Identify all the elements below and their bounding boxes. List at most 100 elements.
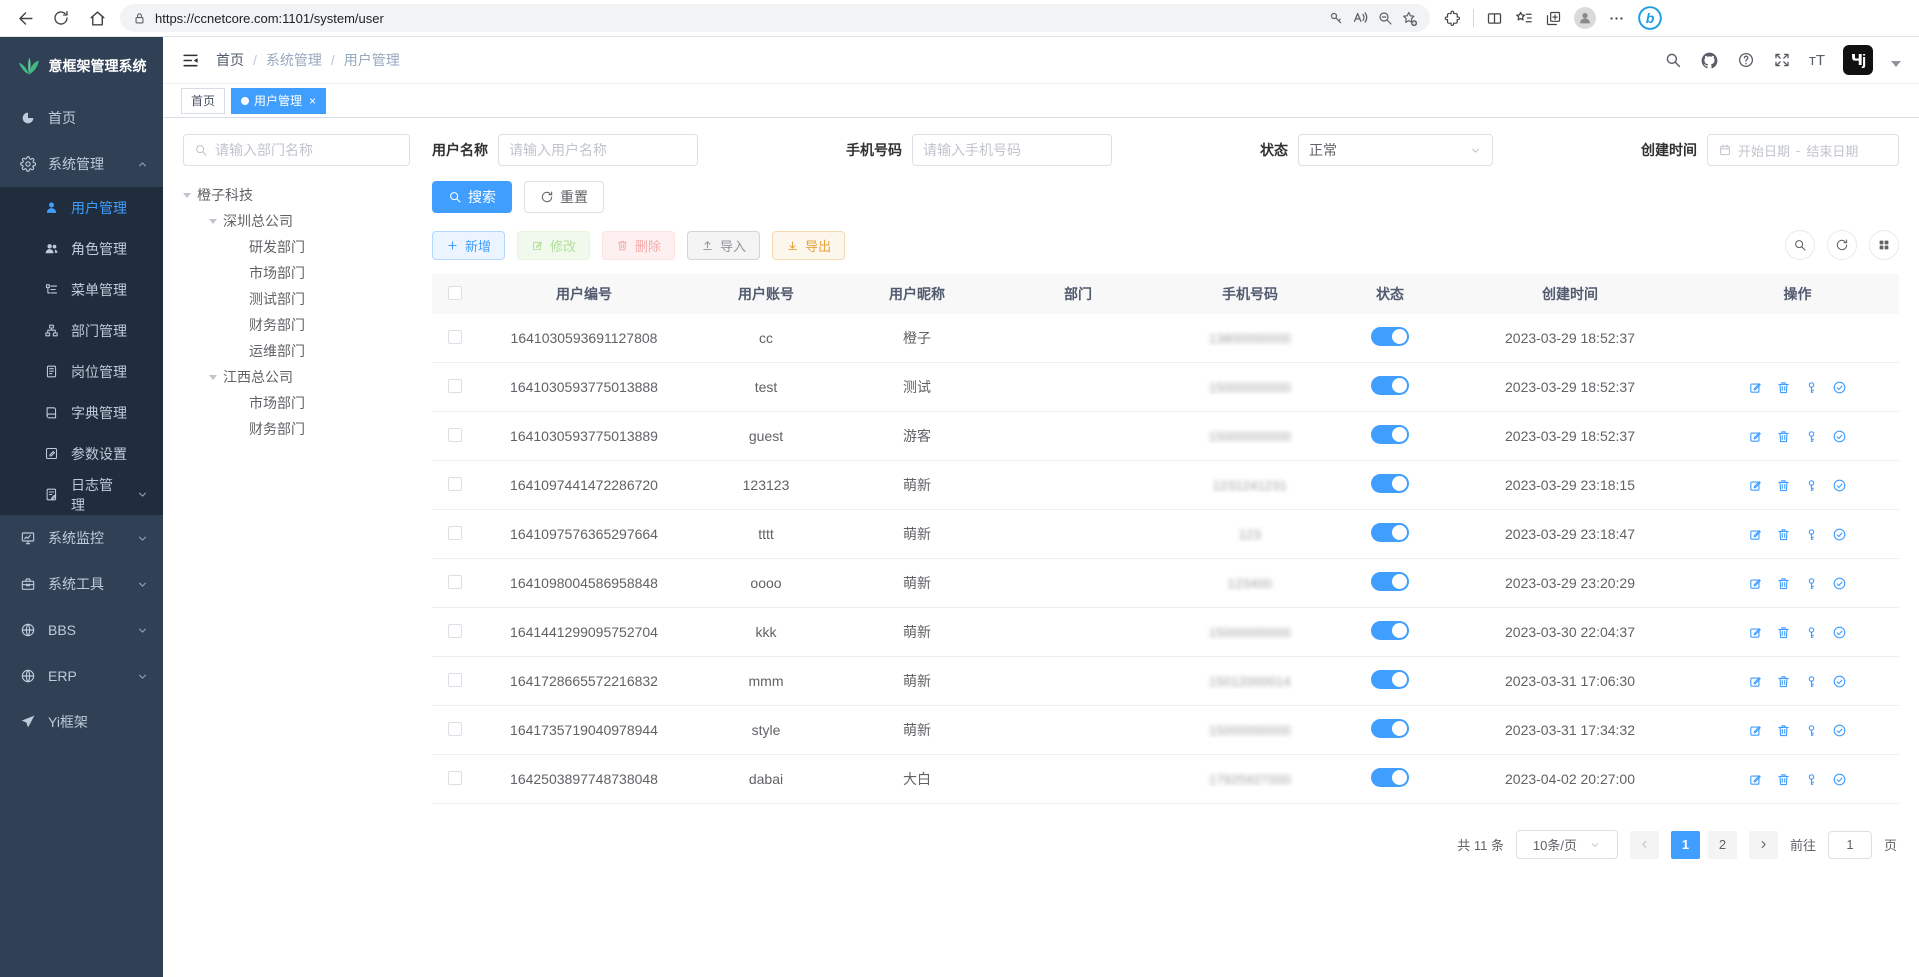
reset-button[interactable]: 重置 — [524, 181, 604, 213]
row-checkbox[interactable] — [448, 623, 462, 638]
status-select[interactable]: 正常 — [1298, 134, 1493, 166]
browser-home-button[interactable] — [84, 5, 110, 31]
status-toggle[interactable] — [1371, 327, 1409, 346]
tab-user-management[interactable]: 用户管理 × — [231, 87, 327, 114]
sidebar-item-菜单管理[interactable]: 菜单管理 — [0, 269, 163, 310]
user-menu-caret-icon[interactable] — [1891, 61, 1901, 67]
split-screen-icon[interactable] — [1486, 10, 1503, 27]
department-search-input[interactable]: 请输入部门名称 — [183, 134, 410, 166]
row-assign-role-icon[interactable] — [1832, 380, 1847, 395]
row-edit-icon[interactable] — [1748, 380, 1763, 395]
sidebar-item-用户管理[interactable]: 用户管理 — [0, 187, 163, 228]
github-icon[interactable] — [1700, 51, 1719, 70]
row-reset-password-icon[interactable] — [1804, 674, 1819, 689]
status-toggle[interactable] — [1371, 523, 1409, 542]
sidebar-item-字典管理[interactable]: 字典管理 — [0, 392, 163, 433]
row-reset-password-icon[interactable] — [1804, 625, 1819, 640]
browser-profile-avatar[interactable] — [1574, 7, 1596, 29]
sidebar-item-参数设置[interactable]: 参数设置 — [0, 433, 163, 474]
status-toggle[interactable] — [1371, 572, 1409, 591]
password-key-icon[interactable] — [1328, 10, 1344, 26]
sidebar-item-部门管理[interactable]: 部门管理 — [0, 310, 163, 351]
row-reset-password-icon[interactable] — [1804, 576, 1819, 591]
add-button[interactable]: 新增 — [432, 230, 506, 260]
close-tab-icon[interactable]: × — [309, 93, 317, 108]
row-delete-icon[interactable] — [1776, 723, 1791, 738]
prev-page-button[interactable] — [1629, 830, 1659, 859]
sidebar-item-系统工具[interactable]: 系统工具 — [0, 561, 163, 607]
row-checkbox[interactable] — [448, 476, 462, 491]
row-reset-password-icon[interactable] — [1804, 478, 1819, 493]
row-assign-role-icon[interactable] — [1832, 674, 1847, 689]
phone-input[interactable]: 请输入手机号码 — [912, 134, 1112, 166]
row-checkbox[interactable] — [448, 770, 462, 785]
tree-node[interactable]: 运维部门 — [183, 338, 410, 364]
row-delete-icon[interactable] — [1776, 478, 1791, 493]
goto-page-input[interactable] — [1827, 830, 1872, 859]
select-all-checkbox[interactable] — [448, 285, 462, 300]
row-assign-role-icon[interactable] — [1832, 576, 1847, 591]
status-toggle[interactable] — [1371, 474, 1409, 493]
edit-button[interactable]: 修改 — [517, 230, 591, 260]
row-checkbox[interactable] — [448, 574, 462, 589]
breadcrumb-system[interactable]: 系统管理 — [265, 52, 322, 68]
row-edit-icon[interactable] — [1748, 478, 1763, 493]
delete-button[interactable]: 删除 — [602, 230, 676, 260]
row-checkbox[interactable] — [448, 721, 462, 736]
read-aloud-icon[interactable] — [1352, 10, 1369, 27]
username-input[interactable]: 请输入用户名称 — [498, 134, 698, 166]
sidebar-item-Yi框架[interactable]: Yi框架 — [0, 699, 163, 745]
row-reset-password-icon[interactable] — [1804, 723, 1819, 738]
row-delete-icon[interactable] — [1776, 772, 1791, 787]
search-button[interactable]: 搜索 — [432, 181, 512, 213]
app-logo[interactable]: 意框架管理系统 — [0, 37, 163, 95]
next-page-button[interactable] — [1748, 830, 1778, 859]
breadcrumb-user[interactable]: 用户管理 — [343, 52, 400, 68]
tree-node[interactable]: 江西总公司 — [183, 364, 410, 390]
browser-menu-icon[interactable] — [1608, 10, 1625, 27]
toggle-search-button[interactable] — [1785, 230, 1815, 260]
row-assign-role-icon[interactable] — [1832, 429, 1847, 444]
tree-node[interactable]: 研发部门 — [183, 234, 410, 260]
browser-back-button[interactable] — [12, 5, 38, 31]
row-edit-icon[interactable] — [1748, 625, 1763, 640]
row-delete-icon[interactable] — [1776, 380, 1791, 395]
address-bar[interactable]: https://ccnetcore.com:1101/system/user — [120, 4, 1430, 32]
collapse-sidebar-icon[interactable] — [181, 51, 200, 70]
row-edit-icon[interactable] — [1748, 772, 1763, 787]
row-assign-role-icon[interactable] — [1832, 625, 1847, 640]
sidebar-item-BBS[interactable]: BBS — [0, 607, 163, 653]
tree-node[interactable]: 财务部门 — [183, 416, 410, 442]
page-size-select[interactable]: 10条/页 — [1515, 830, 1618, 859]
row-edit-icon[interactable] — [1748, 527, 1763, 542]
tree-expand-caret-icon[interactable] — [183, 192, 191, 198]
status-toggle[interactable] — [1371, 621, 1409, 640]
row-checkbox[interactable] — [448, 427, 462, 442]
row-assign-role-icon[interactable] — [1832, 527, 1847, 542]
collections-icon[interactable] — [1545, 10, 1562, 27]
row-delete-icon[interactable] — [1776, 625, 1791, 640]
bing-copilot-icon[interactable] — [1637, 5, 1663, 31]
row-checkbox[interactable] — [448, 378, 462, 393]
row-edit-icon[interactable] — [1748, 723, 1763, 738]
row-reset-password-icon[interactable] — [1804, 429, 1819, 444]
status-toggle[interactable] — [1371, 376, 1409, 395]
export-button[interactable]: 导出 — [772, 230, 846, 260]
header-search-icon[interactable] — [1664, 51, 1682, 69]
row-checkbox[interactable] — [448, 525, 462, 540]
zoom-out-icon[interactable] — [1377, 10, 1393, 26]
import-button[interactable]: 导入 — [687, 230, 761, 260]
browser-refresh-button[interactable] — [48, 5, 74, 31]
tree-node[interactable]: 市场部门 — [183, 390, 410, 416]
row-edit-icon[interactable] — [1748, 576, 1763, 591]
status-toggle[interactable] — [1371, 719, 1409, 738]
column-settings-button[interactable] — [1869, 230, 1899, 260]
user-avatar[interactable]: Ɥj — [1843, 45, 1873, 75]
row-reset-password-icon[interactable] — [1804, 527, 1819, 542]
fullscreen-icon[interactable] — [1773, 51, 1791, 69]
tree-node[interactable]: 财务部门 — [183, 312, 410, 338]
url-text[interactable]: https://ccnetcore.com:1101/system/user — [155, 10, 384, 26]
sidebar-item-ERP[interactable]: ERP — [0, 653, 163, 699]
row-delete-icon[interactable] — [1776, 527, 1791, 542]
sidebar-item-系统监控[interactable]: 系统监控 — [0, 515, 163, 561]
